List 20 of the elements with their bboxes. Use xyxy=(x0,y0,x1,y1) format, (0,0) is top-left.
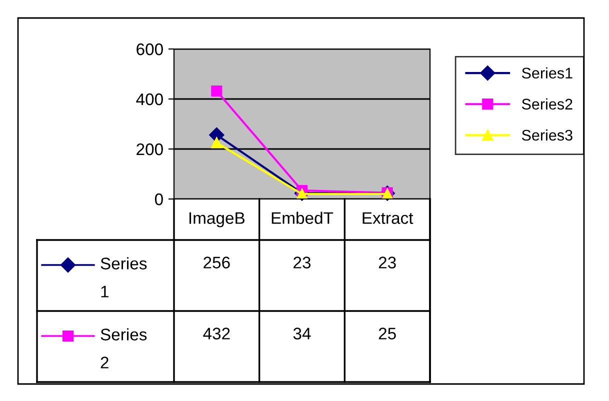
x-tick-label: Extract xyxy=(362,212,414,224)
text: Series2 xyxy=(100,328,147,368)
legend-label: Series2 xyxy=(522,98,572,110)
y-tick-label: 400 xyxy=(136,93,163,106)
y-tick-label: 200 xyxy=(136,143,163,156)
data-label: 25 xyxy=(378,328,396,340)
point xyxy=(211,137,222,148)
text: Series1 xyxy=(522,67,572,79)
data-label: 23 xyxy=(378,256,396,268)
point xyxy=(211,85,222,97)
x-tick-label: EmbedT xyxy=(272,212,334,224)
legend-label: Series3 xyxy=(522,129,572,141)
data-label: 34 xyxy=(293,328,311,340)
legend-label: Series1 xyxy=(100,257,147,298)
data-label: 23 xyxy=(294,256,311,268)
y-tick-label: 600 xyxy=(136,43,163,56)
data-label: 432 xyxy=(203,328,230,340)
data-label: 256 xyxy=(204,256,230,268)
y-tick-label: 0 xyxy=(154,193,163,206)
x-tick-label: ImageB xyxy=(189,212,245,228)
